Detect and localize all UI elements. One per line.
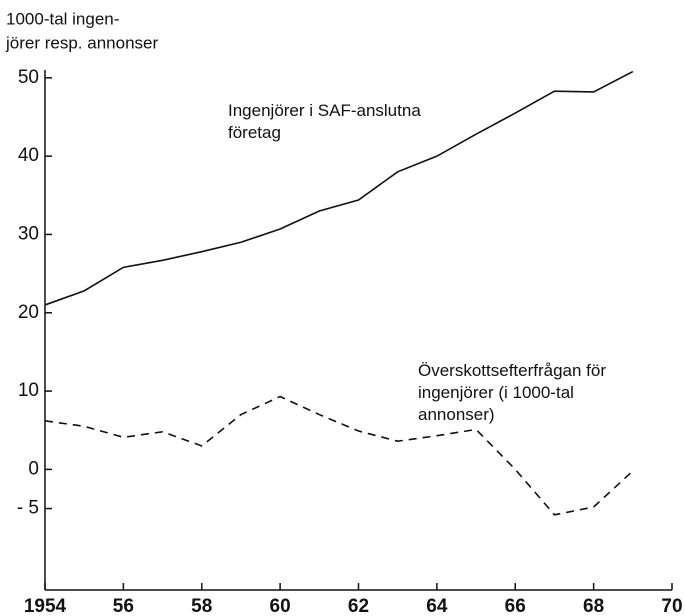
- series-line: [44, 70, 634, 306]
- x-tick-label: 64: [426, 596, 448, 616]
- y-tick-label: 40: [18, 145, 39, 166]
- y-tick-label: - 5: [17, 498, 39, 519]
- series-label: Ingenjörer i SAF-anslutna företag: [228, 101, 421, 142]
- x-tick-label: 62: [348, 596, 369, 616]
- y-tick-label: 50: [18, 67, 39, 88]
- x-tick-label: 68: [583, 596, 604, 616]
- y-tick-label: 10: [18, 380, 39, 401]
- series-label: Överskottsefterfrågan för ingenjörer (i …: [418, 361, 607, 424]
- x-tick-label: 1954: [24, 596, 67, 616]
- y-tick-label: 30: [18, 223, 39, 244]
- y-tick-label: 20: [18, 302, 39, 323]
- x-tick-label: 56: [113, 596, 134, 616]
- y-axis-label: jörer resp. annonser: [5, 33, 158, 52]
- x-tick-label: 70: [661, 596, 682, 616]
- y-axis-label: 1000-tal ingen-: [6, 9, 119, 28]
- x-tick-label: 60: [270, 596, 291, 616]
- series-line: [44, 395, 634, 516]
- x-tick-label: 58: [191, 596, 212, 616]
- y-tick-label: 0: [28, 458, 39, 479]
- x-tick-label: 66: [505, 596, 526, 616]
